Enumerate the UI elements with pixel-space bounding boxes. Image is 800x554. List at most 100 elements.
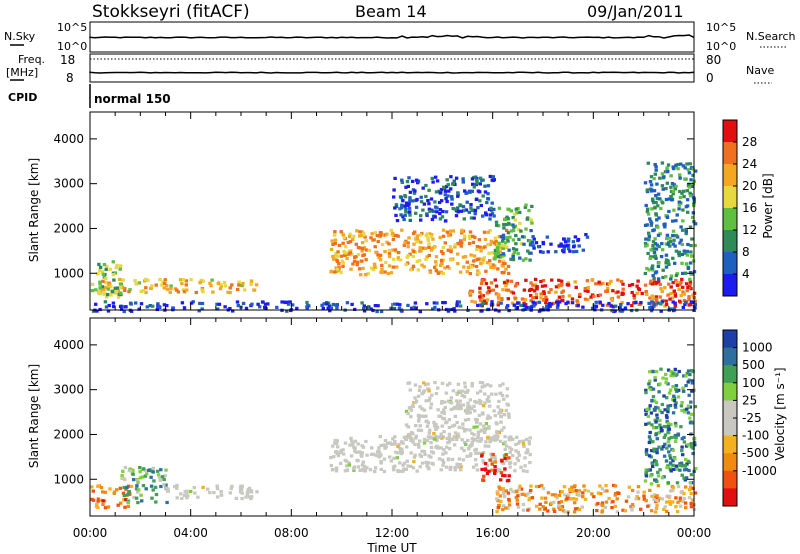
colorbar-segment xyxy=(723,274,737,297)
heatmap-cell xyxy=(628,283,632,287)
heatmap-cell xyxy=(460,229,464,233)
heatmap-cell xyxy=(408,196,412,200)
heatmap-cell xyxy=(666,440,671,444)
heatmap-cell xyxy=(437,200,442,205)
heatmap-cell xyxy=(255,490,259,494)
heatmap-cell xyxy=(650,369,654,373)
heatmap-cell xyxy=(515,306,519,310)
heatmap-cell xyxy=(488,229,492,233)
heatmap-cell xyxy=(443,301,447,305)
heatmap-cell xyxy=(252,288,256,292)
heatmap-cell xyxy=(228,286,232,290)
heatmap-cell xyxy=(509,447,514,452)
heatmap-cell xyxy=(462,237,467,241)
heatmap-cell xyxy=(684,232,688,236)
heatmap-cell xyxy=(488,242,493,247)
heatmap-cell xyxy=(590,278,594,282)
heatmap-cell xyxy=(347,461,351,465)
heatmap-cell xyxy=(574,249,579,254)
heatmap-cell xyxy=(349,267,353,271)
heatmap-cell xyxy=(689,491,693,496)
heatmap-cell xyxy=(480,454,484,458)
heatmap-cell xyxy=(674,384,679,388)
heatmap-cell xyxy=(671,165,675,169)
heatmap-cell xyxy=(655,243,659,247)
heatmap-cell xyxy=(101,502,105,506)
heatmap-cell xyxy=(352,445,356,449)
heatmap-cell xyxy=(420,407,424,411)
heatmap-cell xyxy=(465,191,469,195)
heatmap-cell xyxy=(394,203,399,207)
heatmap-cell xyxy=(689,442,693,446)
heatmap-cell xyxy=(426,421,431,425)
heatmap-cell xyxy=(615,497,619,501)
heatmap-cell xyxy=(656,264,661,268)
heatmap-cell xyxy=(497,399,501,403)
heatmap-cell xyxy=(486,414,490,418)
heatmap-cell xyxy=(613,493,617,497)
heatmap-cell xyxy=(653,378,657,382)
heatmap-cell xyxy=(649,183,654,187)
heatmap-cell xyxy=(430,176,434,180)
heatmap-cell xyxy=(494,239,498,243)
heatmap-cell xyxy=(506,412,511,416)
heatmap-cell xyxy=(112,491,116,495)
heatmap-cell xyxy=(124,498,128,502)
heatmap-cell xyxy=(573,280,577,284)
heatmap-cell xyxy=(531,244,536,248)
heatmap-cell xyxy=(275,305,279,309)
heatmap-cell xyxy=(684,457,688,461)
heatmap-cell xyxy=(475,181,479,185)
heatmap-cell xyxy=(470,407,474,411)
heatmap-cell xyxy=(164,486,168,490)
heatmap-cell xyxy=(652,426,656,430)
heatmap-cell xyxy=(483,462,488,466)
heatmap-cell xyxy=(674,401,678,405)
heatmap-cell xyxy=(518,484,522,488)
heatmap-cell xyxy=(678,468,682,472)
heatmap-cell xyxy=(424,419,428,423)
heatmap-cell xyxy=(664,381,668,385)
heatmap-cell xyxy=(655,479,659,483)
heatmap-cell xyxy=(422,441,427,445)
heatmap-cell xyxy=(401,463,405,467)
heatmap-cell xyxy=(644,422,648,426)
heatmap-cell xyxy=(563,240,568,244)
heatmap-cell xyxy=(157,305,161,309)
heatmap-cell xyxy=(655,299,659,303)
heatmap-cell xyxy=(332,257,336,261)
heatmap-cell xyxy=(433,265,437,269)
heatmap-cell xyxy=(493,414,497,418)
heatmap-cell xyxy=(415,259,420,263)
heatmap-cell xyxy=(406,412,410,416)
heatmap-cell xyxy=(499,415,503,419)
heatmap-cell xyxy=(689,302,693,307)
heatmap-cell xyxy=(479,428,484,432)
heatmap-cell xyxy=(570,485,574,489)
heatmap-cell xyxy=(105,264,109,268)
heatmap-cell xyxy=(560,490,564,494)
heatmap-cell xyxy=(600,501,605,505)
heatmap-cell xyxy=(476,433,480,437)
heatmap-cell xyxy=(550,278,554,282)
date-label: 09/Jan/2011 xyxy=(587,2,684,21)
heatmap-cell xyxy=(443,241,447,245)
heatmap-cell xyxy=(456,465,461,469)
heatmap-cell xyxy=(471,465,476,469)
heatmap-cell xyxy=(499,243,503,247)
heatmap-cell xyxy=(98,280,102,284)
heatmap-cell xyxy=(575,299,579,303)
heatmap-cell xyxy=(387,249,392,253)
heatmap-cell xyxy=(222,280,227,285)
heatmap-cell xyxy=(687,496,692,500)
heatmap-cell xyxy=(482,278,487,282)
heatmap-cell xyxy=(630,290,634,295)
heatmap-cell xyxy=(411,179,415,183)
heatmap-cell xyxy=(659,367,663,371)
heatmap-cell xyxy=(687,297,691,301)
heatmap-cell xyxy=(150,496,154,500)
heatmap-cell xyxy=(483,392,487,396)
heatmap-cell xyxy=(680,449,684,453)
colorbar-tick-label: 8 xyxy=(742,245,750,259)
heatmap-cell xyxy=(360,301,364,305)
